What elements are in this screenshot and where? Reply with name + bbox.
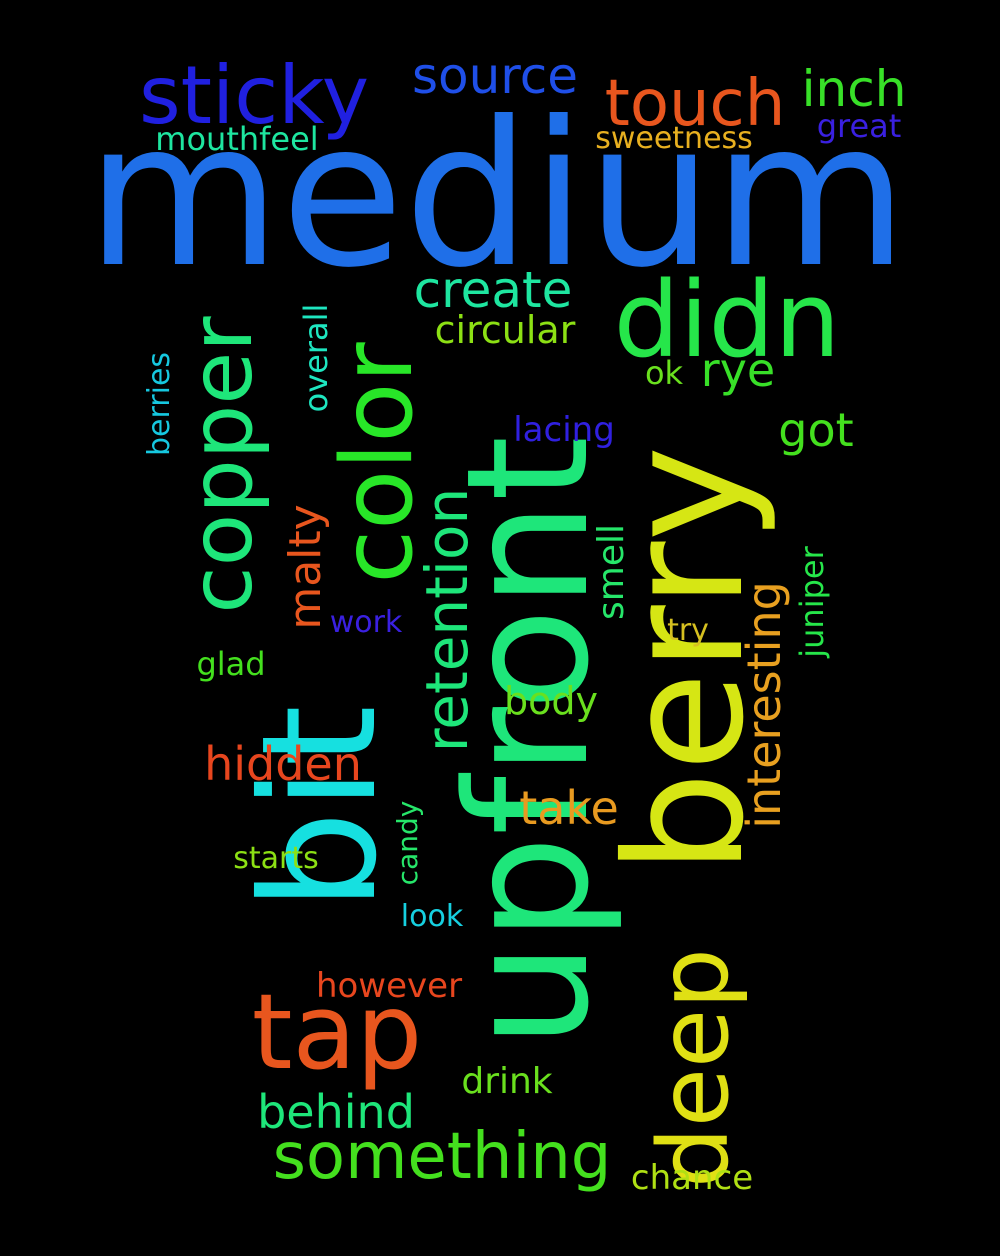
word-overall: overall bbox=[297, 303, 335, 413]
word-bit: bit bbox=[228, 704, 412, 912]
word-glad: glad bbox=[196, 645, 266, 683]
word-take: take bbox=[519, 781, 619, 835]
word-drink: drink bbox=[461, 1061, 553, 1102]
word-lacing: lacing bbox=[513, 410, 615, 450]
word-got: got bbox=[778, 403, 854, 457]
word-retention: retention bbox=[413, 487, 481, 753]
word-inch: inch bbox=[801, 60, 907, 118]
word-touch: touch bbox=[604, 67, 786, 141]
word-didn: didn bbox=[613, 259, 841, 381]
word-smell: smell bbox=[591, 524, 632, 620]
word-create: create bbox=[413, 261, 573, 319]
word-copper: copper bbox=[172, 316, 272, 614]
word-however: however bbox=[315, 966, 463, 1006]
word-great: great bbox=[816, 107, 902, 145]
word-behind: behind bbox=[257, 1085, 415, 1139]
word-body: body bbox=[504, 679, 598, 723]
word-sticky: sticky bbox=[138, 49, 370, 142]
word-hidden: hidden bbox=[204, 737, 362, 791]
word-rye: rye bbox=[700, 343, 776, 397]
word-starts: starts bbox=[233, 841, 319, 876]
word-candy: candy bbox=[391, 800, 424, 886]
word-interesting: interesting bbox=[737, 581, 791, 829]
word-ok: ok bbox=[644, 354, 684, 392]
word-tap: tap bbox=[251, 971, 423, 1093]
word-look: look bbox=[400, 899, 464, 934]
word-something: something bbox=[272, 1120, 612, 1194]
word-mouthfeel: mouthfeel bbox=[155, 120, 319, 158]
word-circular: circular bbox=[434, 308, 576, 352]
word-juniper: juniper bbox=[793, 546, 831, 658]
word-berries: berries bbox=[142, 351, 177, 457]
word-try: try bbox=[667, 613, 709, 648]
word-chance: chance bbox=[630, 1158, 754, 1198]
word-sweetness: sweetness bbox=[595, 121, 753, 156]
word-work: work bbox=[329, 605, 403, 640]
word-malty: malty bbox=[280, 504, 331, 630]
word-source: source bbox=[411, 47, 579, 105]
word-medium: medium bbox=[86, 79, 908, 312]
word-deep: deep bbox=[638, 948, 750, 1188]
